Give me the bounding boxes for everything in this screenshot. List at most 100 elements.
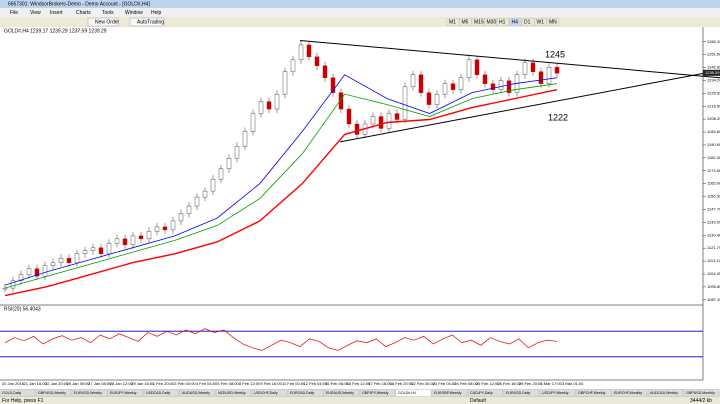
menu-item[interactable]: File	[10, 10, 18, 16]
candle	[490, 83, 496, 90]
tab-label: USDCHF,Daily	[254, 391, 278, 395]
menu-item[interactable]: Help	[151, 10, 162, 16]
price-label: 1165.00	[707, 181, 720, 186]
chart-tab[interactable]	[539, 389, 576, 397]
chart-tab[interactable]	[431, 389, 468, 397]
candle	[282, 71, 288, 95]
candle	[450, 83, 456, 90]
time-label: 9 Feb 16:00	[260, 381, 282, 386]
trendline	[339, 69, 720, 143]
candle	[426, 92, 432, 105]
new-order-button[interactable]	[87, 17, 119, 27]
tab-label: EURUSD,Daily	[506, 391, 530, 395]
candle	[338, 92, 344, 110]
candle	[50, 262, 56, 266]
price-label: 1260.15	[707, 39, 720, 44]
chart-tab[interactable]	[251, 389, 288, 397]
candle	[162, 226, 168, 231]
timeframe-button[interactable]	[509, 18, 522, 26]
chart-tab[interactable]	[323, 389, 360, 397]
timeframe-button[interactable]	[484, 18, 497, 26]
time-label: 22 Feb 00:00	[411, 381, 435, 386]
time-label: 26 Feb 16:00	[497, 381, 521, 386]
tab-label: USDJPY,Weekly	[542, 391, 569, 395]
menu-item[interactable]: View	[30, 10, 41, 16]
price-label: 1234.20	[707, 77, 720, 82]
chart-tab[interactable]	[467, 389, 504, 397]
chart-tab[interactable]	[35, 389, 72, 397]
timeframe-button[interactable]	[496, 18, 510, 26]
tab-label: GOLD,Daily	[2, 391, 21, 395]
chart-tab[interactable]	[0, 389, 36, 397]
chart-tab[interactable]	[143, 389, 180, 397]
status-help: For Help, press F1	[2, 398, 44, 404]
timeframe-button[interactable]	[459, 18, 472, 26]
time-label: 22 Jan 20:00	[45, 381, 69, 386]
moving-average	[4, 83, 558, 289]
price-label: 1242.85	[707, 65, 720, 70]
price-label: 1121.75	[707, 245, 720, 250]
candle	[2, 287, 8, 290]
menu-item[interactable]: Insert	[50, 10, 63, 16]
candle	[322, 65, 328, 78]
candle	[10, 280, 16, 289]
price-label: 1190.95	[707, 142, 720, 147]
candle	[458, 77, 464, 90]
time-label: 27 Jan 08:00	[88, 381, 112, 386]
chart-tab[interactable]	[215, 389, 252, 397]
timeframe-button[interactable]	[446, 18, 460, 26]
candle	[26, 268, 32, 275]
tab-label: EURCHF,Monthly	[614, 391, 642, 395]
timeframe-label: MN	[549, 19, 557, 25]
candle	[130, 235, 136, 246]
price-label: 1208.25	[707, 116, 720, 121]
candle	[58, 258, 64, 263]
candle	[202, 190, 208, 198]
timeframe-button[interactable]	[534, 18, 547, 26]
time-label: 25 Feb 12:00	[476, 381, 500, 386]
timeframe-button[interactable]	[471, 18, 485, 26]
menu-item[interactable]: Charts	[76, 10, 91, 16]
tab-label: GBPJPY,Weekly	[362, 391, 389, 395]
candle	[274, 93, 280, 110]
chart-tab[interactable]	[575, 389, 612, 397]
candle	[418, 74, 424, 93]
timeframe-label: H1	[499, 19, 506, 25]
autotrading-button[interactable]	[129, 17, 165, 27]
menu-item[interactable]: Tools	[102, 10, 114, 16]
candle	[82, 250, 88, 254]
chart-tab[interactable]	[683, 389, 720, 397]
price-label: 1113.10	[707, 258, 720, 263]
chart-tab[interactable]	[179, 389, 216, 397]
timeframe-button[interactable]	[546, 18, 560, 26]
menu-item[interactable]: Window	[125, 10, 143, 16]
candle	[122, 238, 128, 246]
time-label: 26 Jan 00:00	[67, 381, 91, 386]
timeframe-button[interactable]	[521, 18, 535, 26]
candle	[266, 101, 272, 110]
timeframe-label: H4	[512, 19, 519, 25]
price-label: 1182.30	[707, 155, 720, 160]
chart-tab[interactable]	[71, 389, 108, 397]
candle	[154, 226, 160, 232]
chart-tab[interactable]	[647, 389, 684, 397]
chart-tab[interactable]	[395, 389, 432, 397]
candle	[402, 86, 408, 120]
chart-tab[interactable]	[359, 389, 396, 397]
price-label: 1199.60	[707, 129, 720, 134]
price-label: 1216.90	[707, 103, 720, 108]
chart-tab[interactable]	[611, 389, 648, 397]
autotrading-label: AutoTrading	[137, 19, 164, 25]
menu-bar	[0, 8, 720, 17]
tab-label: USDCAD,Daily	[146, 391, 170, 395]
candle	[74, 253, 80, 263]
status-memory: 3444/2 kb	[690, 398, 712, 404]
candle	[386, 113, 392, 129]
chart-tab[interactable]	[107, 389, 144, 397]
candle	[522, 62, 528, 75]
candle	[170, 220, 176, 231]
time-label: 17 Feb 16:00	[368, 381, 392, 386]
annotation: 1222	[548, 112, 568, 122]
chart-tab[interactable]	[503, 389, 540, 397]
chart-tab[interactable]	[287, 389, 324, 397]
